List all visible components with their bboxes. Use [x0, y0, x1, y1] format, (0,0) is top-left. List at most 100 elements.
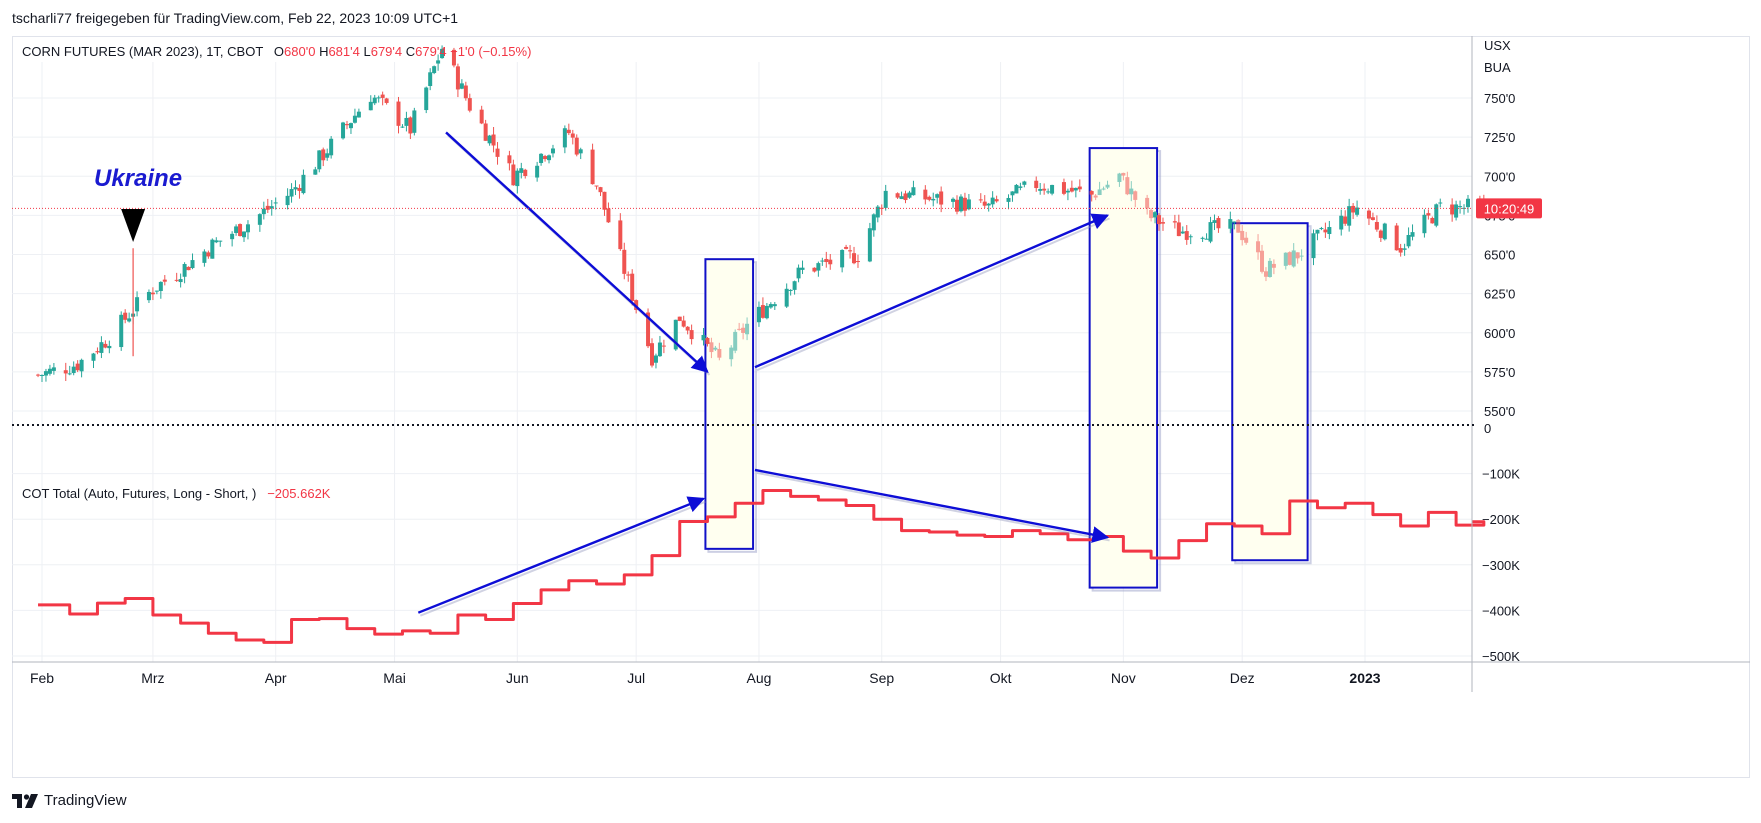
candle-body [543, 156, 548, 160]
candle [626, 271, 631, 282]
candle-body [178, 279, 183, 283]
candle [1061, 178, 1066, 196]
candle-body [729, 347, 734, 360]
candle-body [1105, 184, 1110, 188]
candle [479, 105, 484, 125]
candle [1351, 203, 1356, 219]
candle [356, 108, 361, 118]
candle [218, 240, 223, 247]
candle [345, 120, 350, 130]
candle-body [713, 347, 718, 350]
time-axis-label: Nov [1111, 670, 1136, 686]
candle [1287, 251, 1292, 266]
candle-body [202, 251, 207, 263]
candle [1256, 234, 1261, 260]
candle-body [764, 305, 769, 319]
candle-body [1370, 217, 1375, 220]
candle-body [1180, 231, 1185, 234]
candle-body [1260, 250, 1265, 272]
price-axis-tick: 650'0 [1484, 248, 1515, 263]
candle [119, 311, 124, 351]
candle-body [40, 374, 44, 376]
candle-body [273, 202, 278, 204]
annotations: Ukraine [94, 165, 182, 242]
candle-body [1133, 191, 1138, 200]
price-axis-unit: BUA [1484, 60, 1511, 75]
candle-body [384, 98, 389, 103]
candle [71, 361, 76, 376]
candle-body [951, 198, 956, 202]
candle-body [828, 259, 833, 265]
candle-body [855, 261, 860, 263]
candle-body [412, 110, 417, 133]
candle [483, 119, 488, 141]
candle-body [1089, 191, 1094, 195]
candle-body [1200, 237, 1205, 239]
trend-arrow[interactable] [445, 131, 709, 374]
candle [400, 124, 405, 129]
candle [689, 324, 694, 345]
candle-body [1061, 182, 1066, 194]
candle [1434, 203, 1439, 228]
candle-body [1355, 207, 1360, 215]
candle [1366, 209, 1371, 226]
trend-arrow[interactable] [417, 496, 706, 614]
candle-body [1065, 190, 1070, 193]
highlight-box[interactable] [704, 258, 755, 550]
candle-body [772, 304, 777, 307]
candle [1382, 222, 1387, 241]
candle-body [1402, 248, 1407, 250]
candle [1462, 204, 1467, 215]
candle-body [71, 366, 76, 374]
candle [75, 360, 80, 373]
highlight-box[interactable] [1231, 222, 1309, 562]
candle-body [1160, 222, 1165, 224]
candle [713, 345, 718, 351]
candle [1014, 183, 1019, 194]
candle [855, 254, 860, 268]
time-axis-label: Sep [869, 670, 894, 686]
candle [879, 204, 884, 216]
trend-arrow[interactable] [754, 468, 1110, 543]
candle [1398, 243, 1403, 257]
chart-frame[interactable] [12, 36, 1750, 778]
footer-brand[interactable]: TradingView [12, 792, 127, 809]
candle-body [245, 224, 250, 233]
candle [1006, 194, 1011, 210]
candle [1129, 181, 1134, 202]
candle [570, 129, 575, 145]
trend-arrow[interactable] [754, 213, 1110, 369]
candle-body [812, 267, 817, 272]
candle [1034, 176, 1039, 192]
candle [154, 290, 159, 295]
candle [273, 197, 278, 210]
candle [646, 308, 651, 349]
time-axis-label: Dez [1230, 670, 1255, 686]
candle-body [737, 328, 742, 330]
candle-body [622, 249, 627, 274]
candle-body [1149, 210, 1154, 219]
candle [717, 342, 722, 361]
candle-body [1038, 188, 1043, 191]
candle-body [907, 192, 912, 198]
candle [962, 192, 967, 217]
candle-body [269, 206, 274, 209]
candle [1042, 183, 1047, 195]
candle [51, 363, 56, 375]
candle [978, 193, 983, 203]
candle [79, 358, 84, 378]
candle [661, 339, 666, 354]
candle [40, 374, 44, 383]
candle [852, 246, 857, 265]
candle-body [1244, 237, 1249, 243]
candle [594, 185, 599, 190]
candle [285, 188, 290, 210]
candle-body [1267, 260, 1272, 278]
candle [436, 54, 441, 71]
candle-body [650, 343, 655, 366]
candle-body [146, 291, 151, 301]
candle-body [1236, 219, 1241, 233]
candle [214, 237, 219, 244]
candle [1212, 214, 1217, 231]
